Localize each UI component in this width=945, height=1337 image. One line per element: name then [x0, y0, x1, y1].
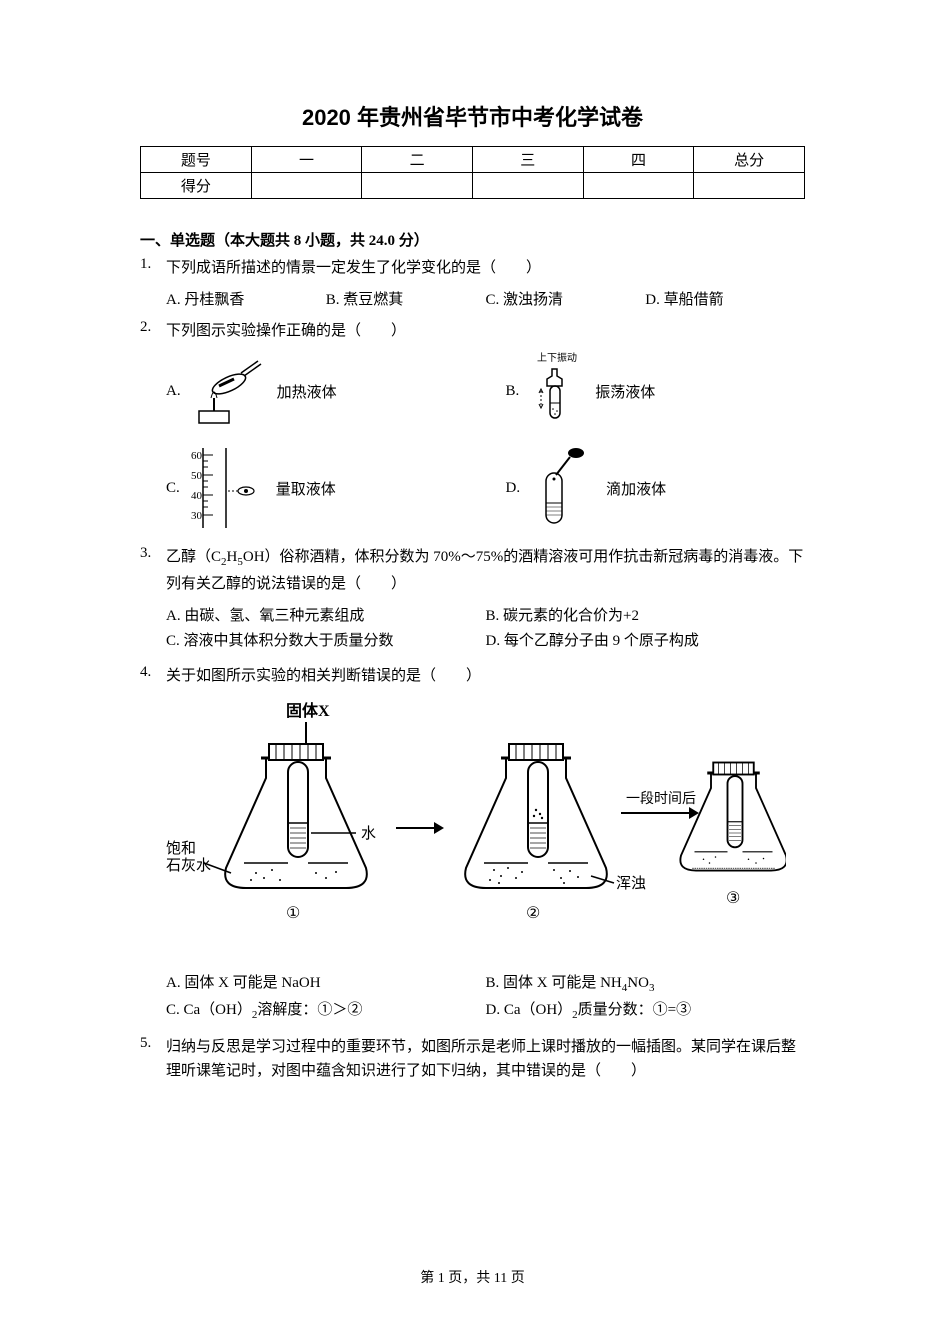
svg-text:上下振动: 上下振动 — [537, 351, 577, 364]
svg-text:饱和: 饱和 — [166, 840, 196, 857]
option-c: C. 溶液中其体积分数大于质量分数 — [166, 629, 486, 650]
svg-text:一段时间后: 一段时间后 — [626, 791, 696, 807]
svg-text:40: 40 — [191, 490, 203, 502]
question-number: 2. — [140, 319, 166, 336]
option-a: A. 固体 X 可能是 NaOH — [166, 971, 486, 994]
svg-text:②: ② — [526, 905, 540, 922]
option-a: A. 由碳、氢、氧三种元素组成 — [166, 604, 486, 625]
option-b: B. 煮豆燃萁 — [326, 288, 486, 309]
question-number: 4. — [140, 664, 166, 681]
cell: 总分 — [694, 147, 805, 173]
image-options-row-1: A. 加热液体 B. 上下振动 振荡液体 — [166, 351, 805, 431]
option-b: B. 碳元素的化合价为+2 — [486, 604, 806, 625]
page-title: 2020 年贵州省毕节市中考化学试卷 — [140, 100, 805, 132]
question-text: 乙醇（C2H5OH）俗称酒精，体积分数为 70%～75%的酒精溶液可用作抗击新冠… — [166, 545, 805, 596]
question-3: 3. 乙醇（C2H5OH）俗称酒精，体积分数为 70%～75%的酒精溶液可用作抗… — [140, 545, 805, 596]
cell — [472, 173, 583, 199]
experiment-diagram: 固体X — [166, 698, 805, 953]
option-d: D. 每个乙醇分子由 9 个原子构成 — [486, 629, 806, 650]
question-1: 1. 下列成语所描述的情景一定发生了化学变化的是（ ） — [140, 256, 805, 280]
option-label: 滴加液体 — [606, 478, 666, 499]
cell: 二 — [362, 147, 473, 173]
question-number: 5. — [140, 1035, 166, 1052]
option-letter: B. — [506, 383, 520, 400]
options-grid: A. 由碳、氢、氧三种元素组成 B. 碳元素的化合价为+2 C. 溶液中其体积分… — [166, 604, 805, 654]
option-letter: A. — [166, 383, 181, 400]
option-letter: C. — [166, 480, 180, 497]
option-c-image: C. 60 50 40 30 量取液体 — [166, 443, 466, 533]
option-letter: D. — [506, 480, 521, 497]
cell-label: 得分 — [141, 173, 252, 199]
table-row: 得分 — [141, 173, 805, 199]
cell — [583, 173, 694, 199]
options-row: A. 丹桂飘香 B. 煮豆燃萁 C. 激浊扬清 D. 草船借箭 — [166, 288, 805, 309]
question-number: 3. — [140, 545, 166, 562]
option-d: D. Ca（OH）2质量分数：①=③ — [486, 998, 806, 1021]
question-4: 4. 关于如图所示实验的相关判断错误的是（ ） — [140, 664, 805, 688]
option-label: 加热液体 — [277, 381, 337, 402]
cell: 四 — [583, 147, 694, 173]
question-number: 1. — [140, 256, 166, 273]
svg-text:水: 水 — [361, 825, 376, 842]
question-text: 归纳与反思是学习过程中的重要环节，如图所示是老师上课时播放的一幅插图。某同学在课… — [166, 1035, 805, 1083]
cell — [694, 173, 805, 199]
question-text: 下列成语所描述的情景一定发生了化学变化的是（ ） — [166, 256, 805, 280]
question-text: 下列图示实验操作正确的是（ ） — [166, 319, 805, 343]
heating-liquid-icon — [189, 356, 269, 426]
cell — [251, 173, 362, 199]
option-a: A. 丹桂飘香 — [166, 288, 326, 309]
option-d-image: D. 滴加液体 — [506, 443, 806, 533]
option-a-image: A. 加热液体 — [166, 356, 466, 426]
svg-text:③: ③ — [726, 890, 740, 907]
cell: 一 — [251, 147, 362, 173]
measure-liquid-icon: 60 50 40 30 — [188, 443, 268, 533]
svg-text:石灰水: 石灰水 — [166, 857, 211, 874]
question-5: 5. 归纳与反思是学习过程中的重要环节，如图所示是老师上课时播放的一幅插图。某同… — [140, 1035, 805, 1083]
option-label: 振荡液体 — [595, 381, 655, 402]
option-c: C. Ca（OH）2溶解度：①＞② — [166, 998, 486, 1021]
score-table: 题号 一 二 三 四 总分 得分 — [140, 146, 805, 199]
question-text: 关于如图所示实验的相关判断错误的是（ ） — [166, 664, 805, 688]
svg-text:浑浊: 浑浊 — [616, 875, 646, 892]
cell: 三 — [472, 147, 583, 173]
cell-label: 题号 — [141, 147, 252, 173]
option-b-image: B. 上下振动 振荡液体 — [506, 351, 806, 431]
option-c: C. 激浊扬清 — [486, 288, 646, 309]
cell — [362, 173, 473, 199]
drop-liquid-icon — [528, 443, 598, 533]
table-row: 题号 一 二 三 四 总分 — [141, 147, 805, 173]
svg-text:50: 50 — [191, 470, 203, 482]
option-label: 量取液体 — [276, 478, 336, 499]
svg-text:固体X: 固体X — [286, 701, 330, 720]
page-number: 第 1 页，共 11 页 — [0, 1267, 945, 1287]
image-options-row-2: C. 60 50 40 30 量取液体 D. — [166, 443, 805, 533]
option-d: D. 草船借箭 — [645, 288, 805, 309]
shaking-liquid-icon: 上下振动 — [527, 351, 587, 431]
svg-text:①: ① — [286, 905, 300, 922]
svg-text:60: 60 — [191, 450, 203, 462]
options-grid: A. 固体 X 可能是 NaOH B. 固体 X 可能是 NH4NO3 C. C… — [166, 971, 805, 1025]
question-2: 2. 下列图示实验操作正确的是（ ） — [140, 319, 805, 343]
svg-text:30: 30 — [191, 510, 203, 522]
option-b: B. 固体 X 可能是 NH4NO3 — [486, 971, 806, 994]
section-header: 一、单选题（本大题共 8 小题，共 24.0 分） — [140, 229, 805, 250]
